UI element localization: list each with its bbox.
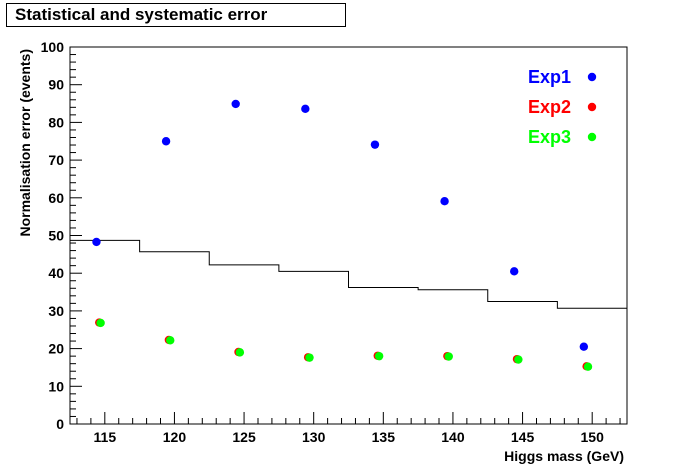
y-tick-label: 100: [41, 39, 65, 55]
legend-label-exp3: Exp3: [528, 127, 571, 147]
step-line: [70, 239, 627, 309]
point-exp1: [370, 140, 380, 149]
data-points: [92, 99, 593, 371]
y-tick-label: 10: [48, 378, 64, 394]
x-tick-label: 125: [232, 429, 256, 445]
x-tick-label: 130: [302, 429, 326, 445]
legend-label-exp1: Exp1: [528, 67, 571, 87]
point-exp3: [583, 362, 593, 371]
x-tick-label: 135: [372, 429, 396, 445]
y-tick-label: 60: [48, 190, 64, 206]
point-exp3: [305, 353, 314, 362]
step-histogram: [70, 239, 627, 309]
y-tick-label: 20: [48, 341, 64, 357]
x-tick-label: 145: [511, 429, 535, 445]
x-axis-label: Higgs mass (GeV): [504, 448, 624, 464]
point-exp1: [440, 196, 449, 206]
point-exp3: [514, 355, 523, 364]
legend-marker-exp2: [587, 102, 597, 112]
point-exp1: [161, 137, 171, 146]
legend: Exp1 Exp2 Exp3: [528, 67, 597, 147]
y-tick-label: 40: [48, 265, 64, 281]
y-tick-label: 0: [56, 416, 64, 432]
x-tick-label: 120: [163, 429, 187, 445]
point-exp1: [301, 104, 310, 114]
x-tick-label: 140: [441, 429, 465, 445]
point-exp1: [92, 237, 101, 247]
legend-marker-exp3: [587, 132, 597, 142]
y-tick-label: 70: [48, 152, 64, 168]
chart-title: Statistical and systematic error: [6, 3, 346, 27]
point-exp3: [444, 352, 453, 361]
point-exp3: [96, 318, 105, 328]
point-exp1: [579, 342, 589, 351]
x-axis: 115 120 125 130 135 140 145 150: [76, 412, 621, 445]
y-tick-label: 30: [48, 303, 64, 319]
y-tick-label: 50: [48, 228, 64, 244]
point-exp1: [231, 99, 240, 109]
point-exp3: [374, 351, 384, 361]
point-exp3: [235, 348, 245, 357]
legend-label-exp2: Exp2: [528, 97, 571, 117]
x-tick-label: 150: [581, 429, 605, 445]
y-tick-label: 90: [48, 77, 64, 93]
y-axis: 0 10 20 30 40 50 60 70 80 90 100: [41, 39, 82, 432]
y-axis-label: Normalisation error (events): [17, 49, 33, 237]
point-exp3: [166, 336, 175, 345]
x-tick-label: 115: [94, 429, 117, 445]
point-exp1: [510, 267, 519, 276]
y-tick-label: 80: [48, 114, 64, 130]
legend-marker-exp1: [587, 72, 597, 82]
